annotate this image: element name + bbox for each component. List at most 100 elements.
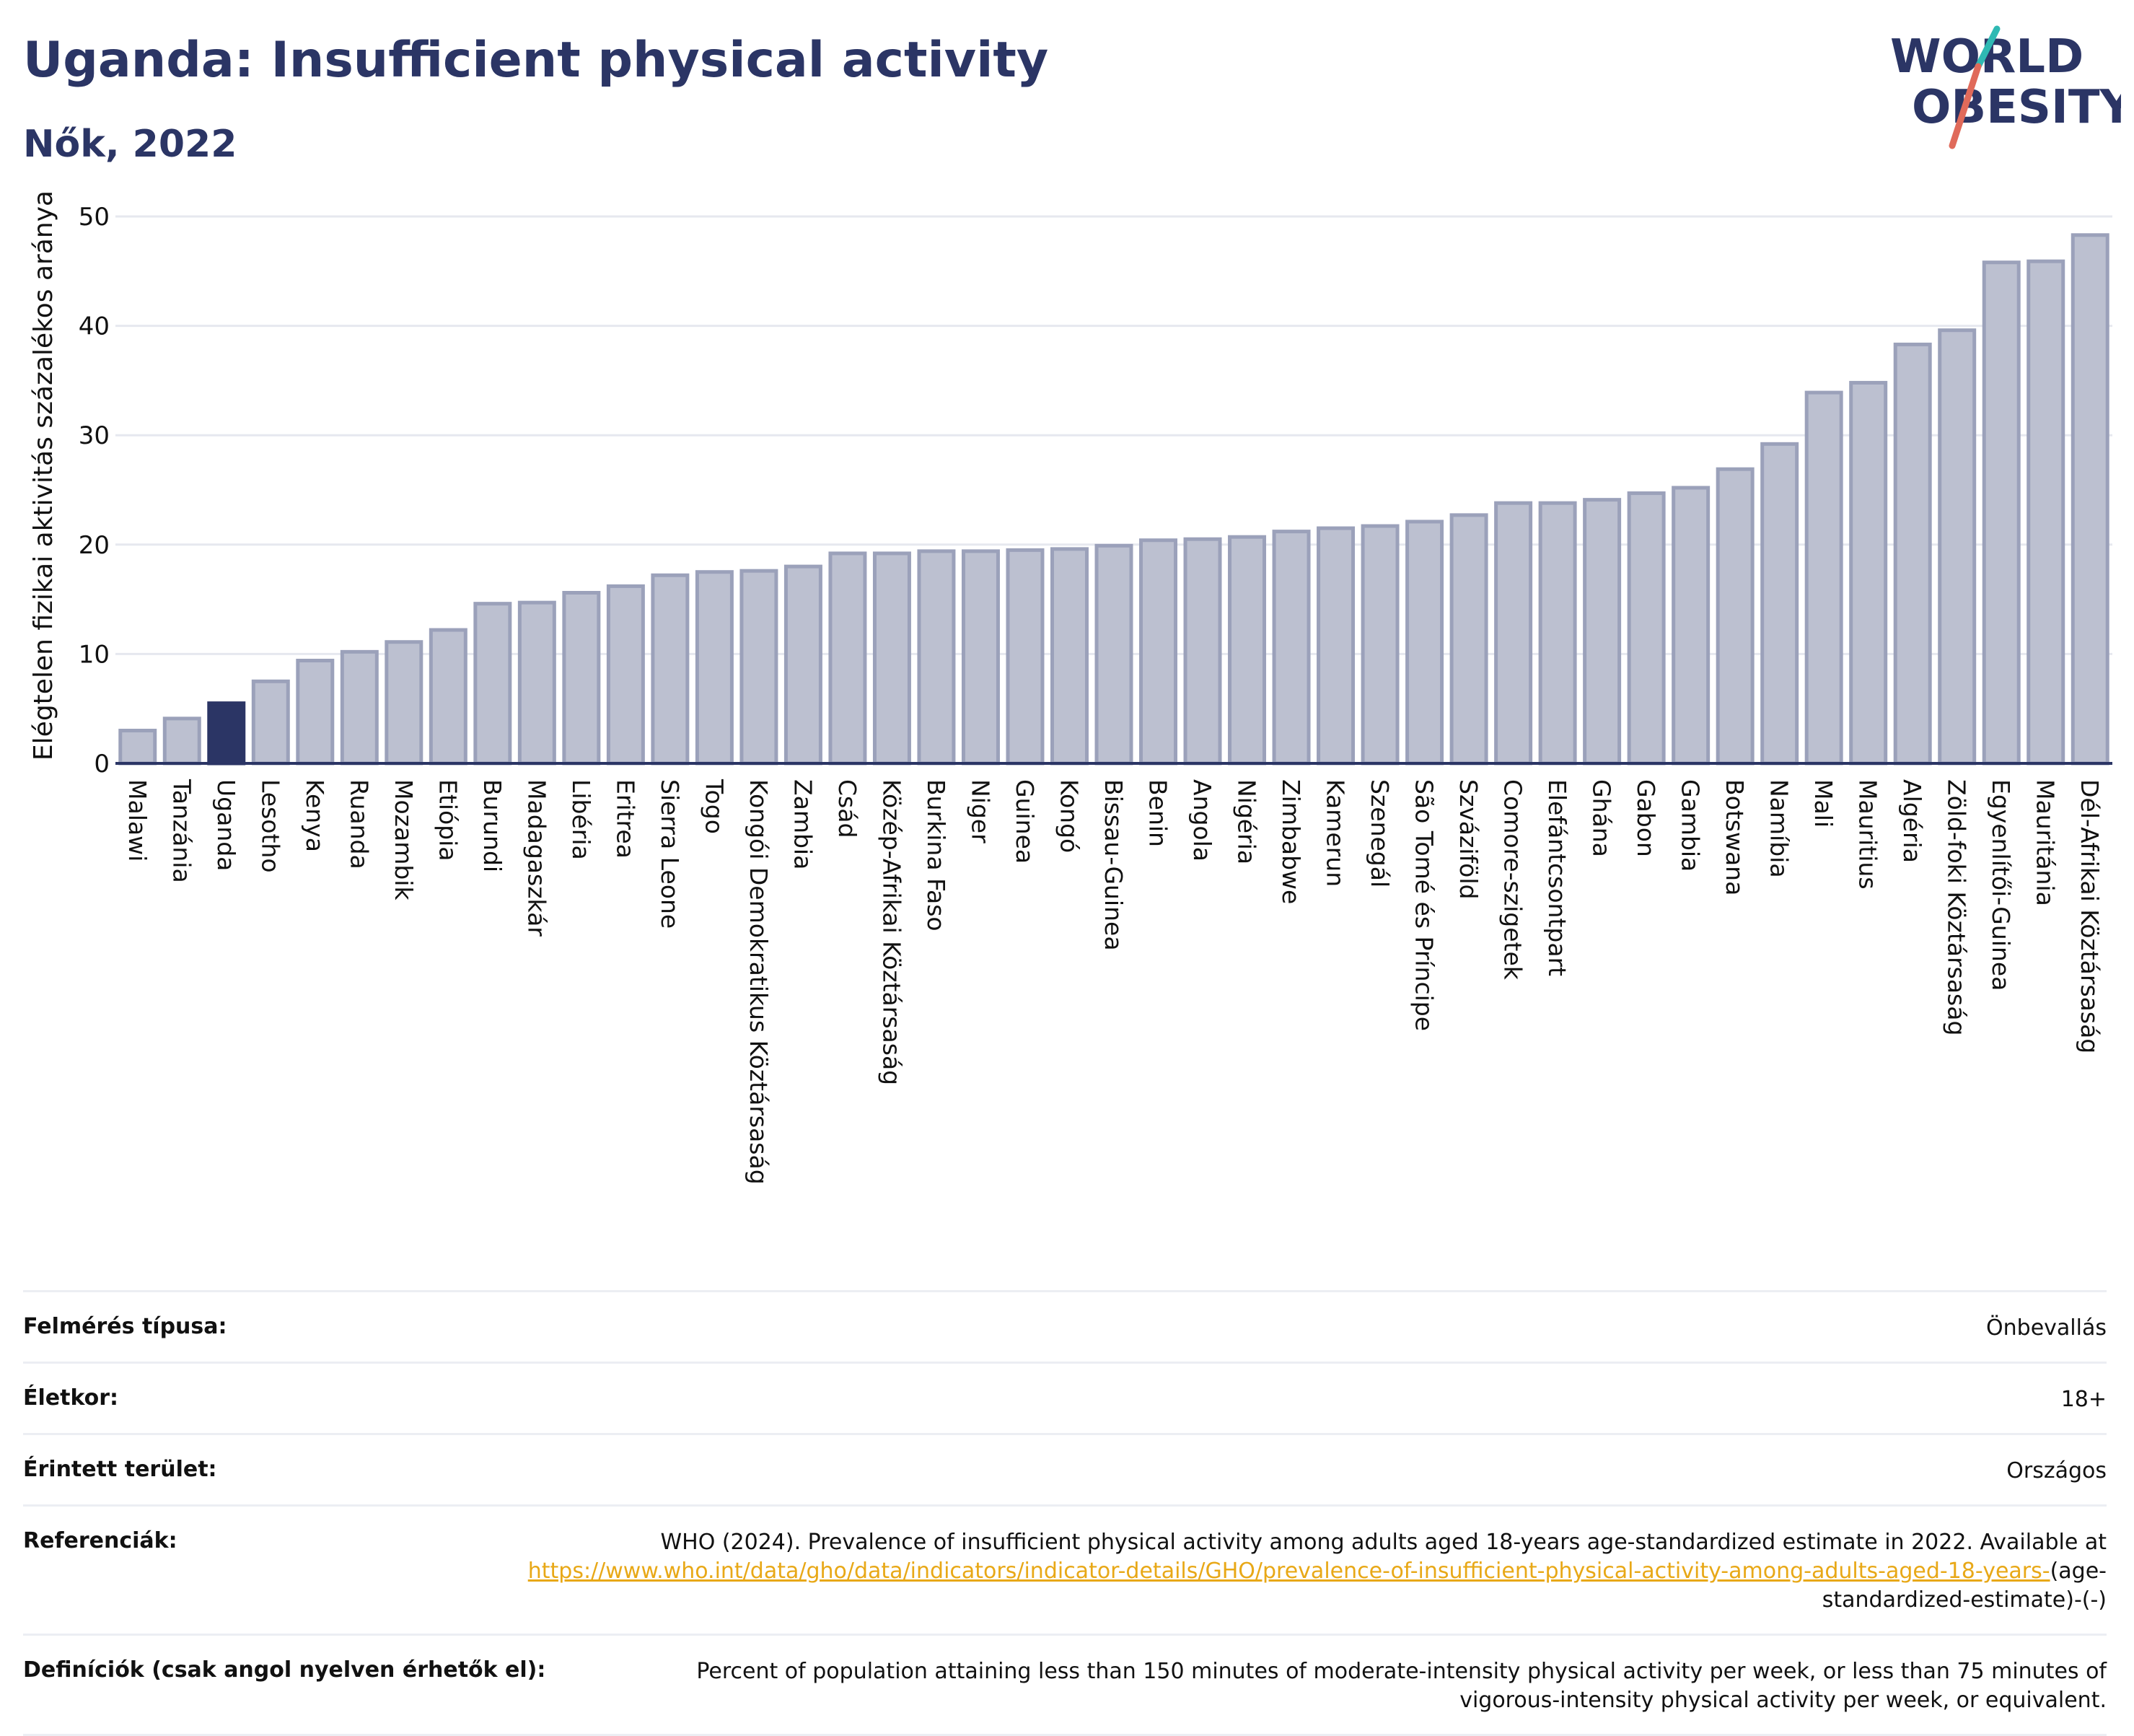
logo-slash-teal <box>1975 25 2001 70</box>
bar <box>1982 260 2021 766</box>
x-tick-label: Malawi <box>123 779 152 862</box>
reference-text-suffix: (age-standardized-estimate)-(-) <box>1822 1559 2107 1613</box>
bar <box>1627 491 1666 766</box>
x-tick-label: Tanzánia <box>167 779 196 883</box>
x-tick-label: Gabon <box>1632 779 1660 857</box>
bar <box>473 602 512 766</box>
bar <box>2071 233 2109 766</box>
x-tick-label: Lesotho <box>256 779 284 873</box>
x-tick-label: São Tomé és Príncipe <box>1410 779 1439 1031</box>
x-tick-label: Közép-Afrikai Köztársaság <box>877 779 905 1085</box>
bar <box>695 570 734 766</box>
bar <box>961 549 1000 766</box>
x-tick-label: Egyenlítői-Guinea <box>1987 779 2015 991</box>
x-tick-label: Burkina Faso <box>922 779 950 931</box>
reference-link[interactable]: https://www.who.int/data/gho/data/indica… <box>527 1559 2050 1584</box>
bar <box>872 551 911 766</box>
x-tick-label: Mozambik <box>390 779 418 900</box>
y-tick-label: 50 <box>79 203 110 232</box>
bar <box>1893 342 1932 766</box>
x-tick-label: Niger <box>966 779 994 843</box>
bar <box>783 564 822 766</box>
x-tick-label: Mauritius <box>1854 779 1882 890</box>
x-tick-label: Libéria <box>567 779 595 860</box>
bar <box>1538 501 1577 766</box>
x-tick-label: Namíbia <box>1765 779 1793 878</box>
info-row-age: Életkor: 18+ <box>23 1362 2107 1433</box>
x-tick-label: Angola <box>1188 779 1216 862</box>
bar-chart: 0 10 20 30 40 50 Elégtelen fizikai aktivitás s… <box>29 190 2112 1185</box>
x-tick-label: Comore-szigetek <box>1499 779 1527 981</box>
world-obesity-logo: WORLD OBESITY <box>1890 25 2121 149</box>
bar <box>1672 486 1711 766</box>
x-tick-label: Botswana <box>1721 779 1749 895</box>
y-axis-label: Elégtelen fizikai aktivitás százalékos a… <box>29 190 58 760</box>
bar <box>385 640 423 766</box>
bar <box>1139 538 1178 766</box>
bar <box>828 551 867 766</box>
bar <box>1405 520 1444 766</box>
bar <box>917 549 956 766</box>
info-row-references: Referenciák: WHO (2024). Prevalence of i… <box>23 1504 2107 1634</box>
info-label: Definíciók (csak angol nyelven érhetők e… <box>23 1657 546 1683</box>
x-tick-label: Sierra Leone <box>656 779 684 929</box>
x-tick-label: Madagaszkár <box>522 779 550 937</box>
bar <box>1849 380 1888 766</box>
x-tick-label: Mauritánia <box>2032 779 2060 906</box>
info-value: Percent of population attaining less tha… <box>696 1659 2107 1713</box>
x-tick-label: Kenya <box>301 779 329 852</box>
x-tick-label: Algéria <box>1898 779 1926 863</box>
x-tick-label: Ruanda <box>345 779 373 869</box>
x-tick-label: Nigéria <box>1233 779 1261 864</box>
bar <box>1006 548 1045 766</box>
bar <box>651 573 690 766</box>
bar <box>606 584 645 766</box>
x-tick-label: Zimbabwe <box>1277 779 1305 904</box>
info-row-survey-type: Felmérés típusa: Önbevallás <box>23 1290 2107 1362</box>
x-tick-label: Uganda <box>212 779 240 871</box>
x-tick-label: Togo <box>700 779 728 834</box>
info-value: 18+ <box>2060 1387 2107 1412</box>
bar <box>296 658 335 766</box>
bar <box>1317 526 1356 766</box>
info-label: Életkor: <box>23 1385 119 1411</box>
x-tick-label: Kamerun <box>1322 779 1350 887</box>
x-tick-label: Elefántcsontpart <box>1543 779 1571 976</box>
bar <box>1760 442 1799 766</box>
x-tick-label: Eritrea <box>611 779 639 859</box>
bar <box>1938 328 1977 766</box>
bar <box>1183 537 1222 766</box>
info-row-area: Érintett terület: Országos <box>23 1433 2107 1504</box>
info-label: Érintett terület: <box>23 1457 217 1482</box>
y-tick-label: 40 <box>79 312 110 341</box>
x-tick-label: Ghána <box>1588 779 1616 857</box>
bar <box>251 679 290 766</box>
bar <box>1449 513 1488 766</box>
info-value: Országos <box>2006 1458 2107 1483</box>
reference-text: WHO (2024). Prevalence of insufficient p… <box>660 1530 2107 1555</box>
x-tick-label: Benin <box>1144 779 1172 847</box>
bar <box>1716 467 1755 766</box>
x-tick-label: Csád <box>833 779 861 838</box>
y-tick-label: 0 <box>94 750 110 779</box>
bar <box>1583 498 1622 766</box>
x-tick-label: Kongó <box>1055 779 1083 853</box>
info-label: Felmérés típusa: <box>23 1314 227 1339</box>
bar <box>207 701 246 766</box>
info-table: Felmérés típusa: Önbevallás Életkor: 18+… <box>23 1290 2107 1736</box>
info-label: Referenciák: <box>23 1528 177 1553</box>
bar <box>739 569 778 766</box>
x-tick-label: Szváziföld <box>1454 779 1483 899</box>
bar <box>562 591 601 766</box>
y-tick-label: 30 <box>79 421 110 450</box>
x-tick-label: Mali <box>1809 779 1837 828</box>
logo-line2: OBESITY <box>1912 81 2121 134</box>
bar <box>162 716 201 766</box>
x-tick-label: Gambia <box>1677 779 1705 872</box>
logo-slash-coral <box>1949 63 1982 149</box>
bar <box>429 628 467 766</box>
chart-title: Uganda: Insufficient physical activity <box>23 32 1049 89</box>
x-tick-label: Guinea <box>1011 779 1039 864</box>
bar <box>1361 524 1400 766</box>
info-value: WHO (2024). Prevalence of insufficient p… <box>519 1528 2107 1615</box>
